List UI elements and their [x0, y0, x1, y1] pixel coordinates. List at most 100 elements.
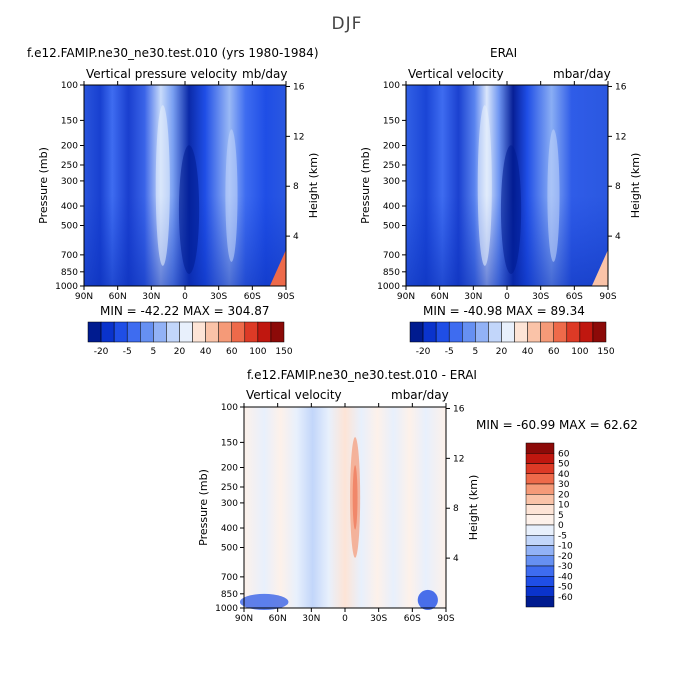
ytick-label-obs-400: 400 [383, 202, 400, 212]
colorbar-swatch-model-5 [153, 321, 167, 343]
colorbar-label-model-5: 5 [150, 347, 156, 357]
colorbar-swatch-diff-7 [525, 514, 555, 526]
ytick-label-obs-500: 500 [383, 221, 400, 231]
colorbar-swatch-diff-5 [525, 494, 555, 505]
colorbar-swatch-diff-4 [525, 483, 555, 495]
y2tick-label-diff-8: 8 [453, 504, 459, 514]
colorbar-swatch-diff-15 [525, 596, 555, 608]
colorbar-swatch-obs-5 [475, 321, 489, 343]
ytick-label-obs-850: 850 [383, 268, 400, 278]
colorbar-swatch-diff-14 [525, 586, 555, 597]
ytick-label-obs-200: 200 [383, 142, 400, 152]
y2tick-label-diff-16: 16 [453, 404, 465, 414]
colorbar-swatch-obs-0 [409, 321, 424, 343]
y2tick-label-obs-4: 4 [615, 232, 621, 242]
plume2-model [225, 129, 238, 262]
colorbar-label-diff--5: -5 [558, 531, 567, 541]
panel-stats-model: MIN = -42.22 MAX = 304.87 [100, 304, 270, 318]
colorbar-swatch-obs-8 [514, 321, 528, 343]
ytick-label-obs-150: 150 [383, 116, 400, 126]
xtick-label-model-0: 0 [182, 292, 188, 302]
colorbar-swatch-diff-3 [525, 473, 555, 485]
y2tick-label-diff-12: 12 [453, 454, 464, 464]
panel-diff: 100 150 200 250 300 400 500 700 850 1000 16 12 8 4 90N… [197, 403, 480, 624]
colorbar-label-diff--50: -50 [558, 583, 573, 593]
diff-blue-sw [239, 593, 289, 611]
ytick-label-diff-300: 300 [221, 499, 238, 509]
colorbar-swatch-obs-2 [435, 321, 450, 343]
colorbar-label-diff-20: 20 [558, 490, 570, 500]
colorbar-swatch-diff-12 [525, 565, 555, 577]
colorbar-swatch-model-1 [100, 321, 115, 343]
y2tick-label-obs-16: 16 [615, 82, 627, 92]
xtick-label-obs-30S: 30S [532, 292, 549, 302]
field-diff [244, 407, 446, 608]
colorbar-label-model-150: 150 [275, 347, 292, 357]
diff-plume-core [352, 465, 358, 530]
y2tick-label-model-8: 8 [293, 182, 299, 192]
colorbar-swatch-diff-2 [525, 463, 555, 474]
y2tick-label-obs-8: 8 [615, 182, 621, 192]
plume-obs [477, 105, 492, 266]
panel-left-label-diff: Vertical velocity [246, 388, 342, 402]
colorbar-label-obs-5: 5 [472, 347, 478, 357]
xtick-label-diff-90S: 90S [437, 614, 454, 624]
colorbar-label-diff-50: 50 [558, 460, 570, 470]
figure-title: DJF [331, 14, 363, 34]
y2tick-label-model-12: 12 [293, 132, 304, 142]
colorbar-label-model-100: 100 [249, 347, 266, 357]
colorbar-swatch-obs-11 [553, 321, 568, 343]
colorbar-swatch-model-7 [179, 321, 193, 343]
ylabel-diff: Pressure (mb) [197, 469, 210, 546]
ytick-label-model-200: 200 [61, 142, 78, 152]
y2tick-label-diff-4: 4 [453, 554, 459, 564]
ytick-label-diff-100: 100 [221, 403, 238, 413]
panel-title-diff: f.e12.FAMIP.ne30_ne30.test.010 - ERAI [247, 368, 477, 382]
xtick-label-obs-0: 0 [504, 292, 510, 302]
colorbar-swatch-diff-10 [525, 545, 555, 556]
ytick-label-model-250: 250 [61, 161, 78, 171]
colorbar-label-model-20: 20 [174, 347, 186, 357]
xtick-label-obs-60N: 60N [431, 292, 449, 302]
colorbar-swatch-diff-6 [525, 504, 555, 515]
panel-left-label-obs: Vertical velocity [408, 67, 504, 81]
xtick-label-model-30N: 30N [142, 292, 160, 302]
ytick-label-model-700: 700 [61, 251, 78, 261]
xtick-label-diff-60S: 60S [404, 614, 421, 624]
ytick-label-model-400: 400 [61, 202, 78, 212]
colorbar-swatch-obs-14 [592, 321, 607, 343]
panel-stats-obs: MIN = -40.98 MAX = 89.34 [423, 304, 585, 318]
colorbar-swatch-obs-12 [566, 321, 581, 343]
colorbar-label-obs--20: -20 [416, 347, 431, 357]
colorbar-swatch-obs-1 [422, 321, 437, 343]
colorbar-label-obs-40: 40 [522, 347, 534, 357]
colorbar-label-diff--30: -30 [558, 562, 573, 572]
colorbar-label-diff-40: 40 [558, 470, 570, 480]
warm-patch-obs [591, 249, 608, 286]
panel-stats-diff: MIN = -60.99 MAX = 62.62 [476, 418, 638, 432]
colorbar-swatch-obs-4 [462, 321, 476, 343]
colorbar-swatch-diff-1 [525, 453, 555, 464]
colorbar-swatch-diff-8 [525, 524, 555, 536]
colorbar-swatch-model-0 [87, 321, 102, 343]
colorbar-label-model-60: 60 [226, 347, 238, 357]
xtick-label-obs-30N: 30N [464, 292, 482, 302]
colorbar-swatch-model-3 [126, 321, 141, 343]
ytick-label-obs-700: 700 [383, 251, 400, 261]
colorbar-swatch-model-8 [192, 321, 206, 343]
ytick-label-diff-500: 500 [221, 543, 238, 553]
warm-patch-model [269, 249, 286, 286]
panel-model: 100 150 200 250 300 400 500 700 850 1000 16 12 8 4 90N… [37, 81, 320, 302]
ytick-label-diff-850: 850 [221, 590, 238, 600]
colorbar-swatch-obs-10 [540, 321, 554, 343]
colorbar-label-model--5: -5 [123, 347, 132, 357]
xtick-label-diff-30N: 30N [302, 614, 320, 624]
xtick-label-diff-90N: 90N [235, 614, 253, 624]
colorbar-swatch-diff-11 [525, 555, 555, 567]
colorbar-obs: -20 -5 5 20 40 60 100 150 [409, 321, 615, 357]
ytick-label-model-850: 850 [61, 268, 78, 278]
ytick-label-diff-1000: 1000 [215, 604, 238, 614]
ytick-label-diff-400: 400 [221, 524, 238, 534]
colorbar-swatch-model-10 [218, 321, 232, 343]
